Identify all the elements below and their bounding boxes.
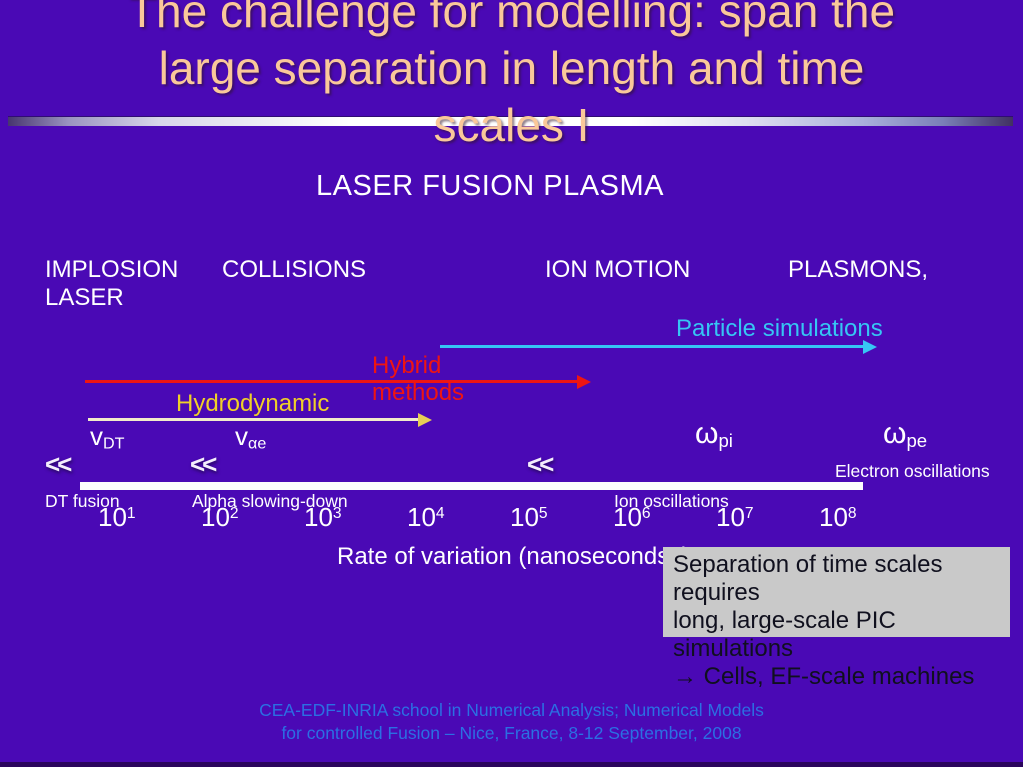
axis-tick-exponent: 6 (641, 505, 651, 523)
callout-text: Separation of time scales requires long,… (673, 551, 975, 690)
label-ion-oscillations: Ion oscillations (614, 491, 729, 511)
subtitle: LASER FUSION PLASMA (316, 170, 664, 202)
slide-title-line-3: scales I (433, 99, 590, 151)
hybrid-methods-arrowhead-icon (577, 375, 591, 389)
axis-tick-exponent: 1 (126, 505, 136, 523)
symbol-omega-pe-sub: pe (906, 430, 928, 452)
label-collisions: COLLISIONS (222, 256, 367, 283)
footer-line-2: for controlled Fusion – Nice, France, 8-… (281, 723, 742, 743)
symbol-nu-dt-base: v (90, 421, 103, 451)
axis-tick-10e7: 107 (716, 502, 754, 533)
bottom-edge-strip (0, 762, 1023, 767)
axis-tick-base: 10 (510, 502, 539, 532)
callout-box (663, 547, 1010, 637)
label-dt-fusion: DT fusion (45, 491, 120, 511)
axis-tick-exponent: 7 (744, 505, 754, 523)
hydrodynamic-arrow (88, 418, 419, 421)
slide-title-line-1: The challenge for modelling: span the (127, 0, 896, 37)
axis-tick-10e6: 106 (613, 502, 651, 533)
symbol-nu-dt-sub: DT (103, 434, 125, 453)
symbol-omega-pi-base: ω (695, 417, 719, 450)
particle-simulations-arrow (440, 345, 864, 348)
axis-tick-base: 10 (304, 502, 333, 532)
label-particle-simulations: Particle simulations (676, 315, 883, 342)
much-less-than-symbol: << (45, 449, 72, 479)
axis-tick-base: 10 (201, 502, 230, 532)
footer-line-1: CEA-EDF-INRIA school in Numerical Analys… (259, 700, 764, 720)
axis-tick-base: 10 (407, 502, 436, 532)
label-alpha-slowing-down: Alpha slowing-down (192, 491, 348, 511)
hybrid-methods-arrow (85, 380, 578, 383)
axis-tick-exponent: 4 (435, 505, 445, 523)
symbol-omega-pi: ωpi (695, 417, 733, 452)
symbol-omega-pi-sub: pi (718, 430, 733, 452)
symbol-nu-alpha-e: vαe (235, 421, 266, 454)
axis-tick-base: 10 (819, 502, 848, 532)
hydrodynamic-arrowhead-icon (418, 413, 432, 427)
axis-tick-base: 10 (716, 502, 745, 532)
title-divider-rule (8, 117, 1013, 126)
label-hydrodynamic: Hydrodynamic (176, 390, 330, 417)
label-plasmons: PLASMONS, (788, 256, 929, 283)
axis-tick-10e8: 108 (819, 502, 857, 533)
axis-tick-exponent: 5 (538, 505, 548, 523)
axis-tick-exponent: 8 (847, 505, 857, 523)
timescale-axis-bar (80, 482, 863, 490)
particle-simulations-arrowhead-icon (863, 340, 877, 354)
much-less-than-symbol: << (190, 449, 217, 479)
axis-title: Rate of variation (nanoseconds-1) (337, 543, 690, 571)
much-less-than-symbol: << (527, 449, 554, 479)
symbol-nu-dt: vDT (90, 421, 124, 454)
axis-tick-10e1: 101 (98, 502, 136, 533)
slide-title-line-2: large separation in length and time (158, 42, 865, 94)
slide-title: The challenge for modelling: span the la… (0, 0, 1023, 154)
symbol-omega-pe: ωpe (883, 417, 927, 452)
axis-tick-exponent: 2 (229, 505, 239, 523)
symbol-nu-alpha-e-sub: αe (248, 434, 267, 453)
axis-tick-10e5: 105 (510, 502, 548, 533)
label-implosion-laser: IMPLOSION LASER (45, 256, 179, 311)
symbol-omega-pe-base: ω (883, 417, 907, 450)
axis-tick-10e2: 102 (201, 502, 239, 533)
axis-tick-10e4: 104 (407, 502, 445, 533)
axis-tick-base: 10 (613, 502, 642, 532)
symbol-nu-alpha-e-base: v (235, 421, 248, 451)
axis-title-text: Rate of variation (nanoseconds (337, 543, 670, 570)
footer: CEA-EDF-INRIA school in Numerical Analys… (0, 699, 1023, 745)
axis-tick-10e3: 103 (304, 502, 342, 533)
axis-tick-base: 10 (98, 502, 127, 532)
label-ion-motion: ION MOTION (545, 256, 691, 283)
axis-tick-exponent: 3 (332, 505, 342, 523)
label-electron-oscillations: Electron oscillations (835, 461, 990, 481)
label-hybrid-methods: Hybrid methods (372, 352, 465, 406)
